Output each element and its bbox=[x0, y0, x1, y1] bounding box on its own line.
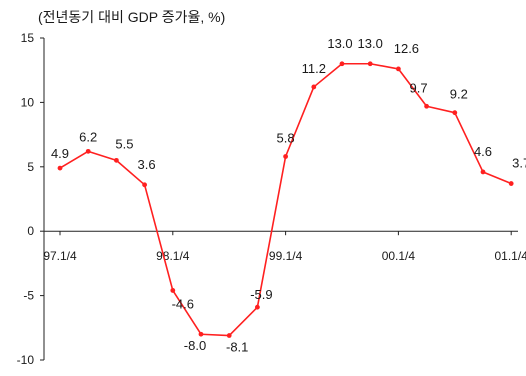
data-label: 13.0 bbox=[327, 36, 352, 51]
series-line bbox=[59, 62, 512, 337]
data-label: -8.1 bbox=[226, 340, 248, 355]
data-point bbox=[114, 157, 119, 163]
x-tick-label: 98.1/4 bbox=[156, 249, 190, 263]
data-point bbox=[170, 288, 176, 293]
data-label: 9.2 bbox=[450, 87, 468, 102]
y-axis: 15 10 5 0 -5 -10 bbox=[17, 31, 45, 367]
data-label: 13.0 bbox=[358, 36, 383, 51]
data-label: 5.8 bbox=[277, 130, 295, 145]
data-point bbox=[508, 181, 514, 186]
data-label: 9.7 bbox=[410, 80, 428, 95]
data-label: 11.2 bbox=[302, 61, 326, 76]
data-label: 4.9 bbox=[51, 146, 69, 161]
chart-title: (전년동기 대비 GDP 증가율, %) bbox=[38, 9, 225, 25]
data-point bbox=[283, 154, 288, 159]
data-label: 3.6 bbox=[138, 157, 156, 172]
data-point bbox=[452, 110, 458, 116]
y-tick-label: -5 bbox=[23, 289, 34, 303]
data-label: 4.6 bbox=[474, 144, 492, 159]
data-labels: 4.96.2 5.53.6-4.6-8.0 -8.1-5.95.811.213.0 1… bbox=[51, 36, 526, 355]
data-point bbox=[142, 182, 148, 188]
data-point bbox=[396, 66, 401, 72]
data-label: -4.6 bbox=[172, 296, 194, 311]
data-point bbox=[226, 333, 232, 338]
data-label: 6.2 bbox=[79, 129, 97, 144]
data-point bbox=[198, 331, 204, 337]
series-gdp-growth bbox=[57, 61, 514, 338]
y-tick-label: 0 bbox=[27, 224, 34, 238]
data-point bbox=[57, 165, 63, 171]
y-tick-label: 10 bbox=[21, 95, 35, 109]
data-point bbox=[339, 61, 345, 67]
data-point bbox=[85, 148, 91, 154]
data-label: -5.9 bbox=[250, 287, 272, 302]
data-point bbox=[255, 304, 260, 310]
data-label: 3.7 bbox=[512, 156, 526, 171]
x-tick-label: 00.1/4 bbox=[382, 249, 416, 263]
x-tick-label: 01.1/4 bbox=[495, 249, 526, 263]
data-label: 5.5 bbox=[115, 136, 133, 151]
y-tick-label: 5 bbox=[27, 160, 34, 174]
data-point bbox=[480, 169, 486, 175]
data-point bbox=[424, 103, 429, 109]
x-axis: 97.1/4 98.1/4 99.1/4 00.1/4 01.1/4 bbox=[43, 230, 526, 263]
y-tick-label: -10 bbox=[17, 353, 35, 367]
x-tick-label: 97.1/4 bbox=[43, 249, 77, 263]
y-tick-label: 15 bbox=[21, 31, 35, 45]
data-label: -8.0 bbox=[184, 338, 206, 353]
data-point bbox=[311, 84, 317, 90]
data-point bbox=[367, 61, 373, 67]
x-tick-label: 99.1/4 bbox=[269, 249, 303, 263]
data-label: 12.6 bbox=[394, 41, 419, 56]
